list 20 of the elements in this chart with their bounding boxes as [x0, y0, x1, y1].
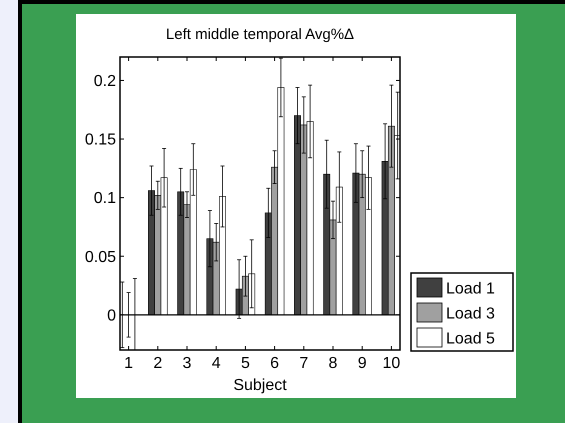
x-tick-label: 2	[153, 355, 162, 372]
chart-title: Left middle temporal Avg%Δ	[166, 26, 354, 43]
x-tick-label: 6	[270, 355, 280, 372]
x-tick-label: 5	[240, 355, 250, 372]
x-tick-label: 8	[328, 355, 338, 372]
x-tick-label: 1	[124, 355, 134, 372]
x-tick-label: 9	[358, 355, 367, 372]
y-tick-label: 0.15	[84, 132, 116, 149]
x-tick-label: 7	[299, 355, 308, 372]
y-tick-label: 0.1	[94, 190, 116, 208]
y-tick-label: 0.2	[94, 73, 116, 90]
y-tick-label: 0.05	[84, 248, 116, 266]
legend-label: Load 3	[446, 306, 496, 323]
x-tick-label: 3	[182, 355, 192, 372]
x-tick-label: 10	[382, 355, 400, 372]
x-axis-title: Subject	[233, 377, 288, 394]
x-tick-label: 4	[212, 355, 221, 372]
legend-label: Load 1	[446, 280, 496, 298]
legend-label: Load 5	[446, 330, 496, 348]
y-tick-label: 0	[107, 307, 116, 324]
